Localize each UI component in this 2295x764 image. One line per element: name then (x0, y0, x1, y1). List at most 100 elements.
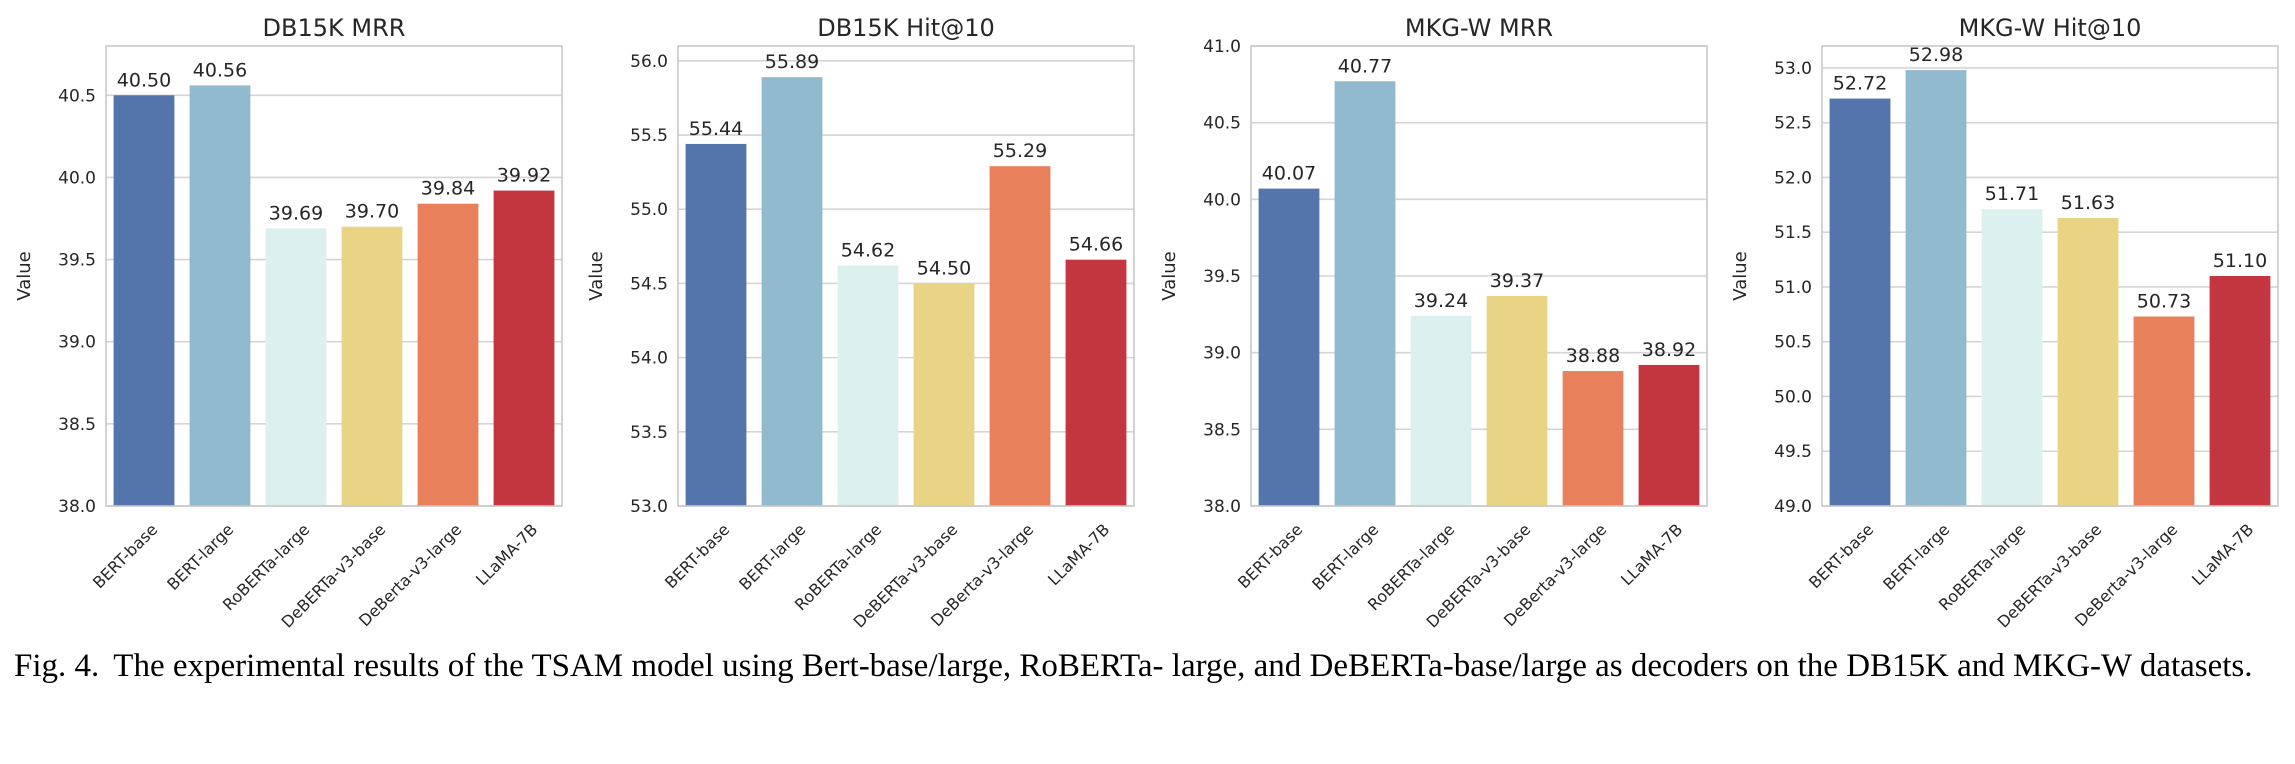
bar (913, 283, 975, 506)
plot-frame (105, 45, 563, 507)
bar-value-label: 39.92 (497, 165, 551, 187)
caption-text: The experimental results of the TSAM mod… (113, 648, 2253, 684)
bar-value-label: 54.62 (841, 240, 895, 262)
bar (1638, 364, 1700, 506)
y-tick-label: 39.5 (58, 251, 96, 271)
y-tick-label: 51.5 (1774, 223, 1812, 243)
y-tick-label: 38.5 (58, 415, 96, 435)
y-tick-label: 38.0 (1203, 497, 1241, 517)
y-axis-label: Value (1730, 251, 1751, 300)
y-tick-label: 56.0 (630, 52, 668, 72)
bar (2209, 276, 2271, 506)
chart-title: DB15K MRR (263, 14, 406, 42)
bar-value-label: 54.66 (1069, 234, 1123, 256)
bar (989, 166, 1051, 506)
chart-title: MKG-W Hit@10 (1959, 14, 2142, 42)
bar (1905, 70, 1967, 506)
chart-title: DB15K Hit@10 (817, 14, 995, 42)
figure-caption: Fig. 4. The experimental results of the T… (14, 648, 2282, 685)
bar-value-label: 55.44 (689, 118, 743, 140)
bar (1065, 259, 1127, 506)
y-axis-label: Value (586, 251, 607, 300)
chart-panel-1: 38.0 38.5 39.0 39.5 40.0 40.5 40.50 BERT-base 40… (14, 14, 563, 632)
bar-value-label: 40.07 (1262, 163, 1316, 185)
bar (1334, 81, 1396, 507)
bar (341, 226, 403, 506)
bar-value-label: 38.92 (1642, 339, 1696, 361)
y-tick-label: 51.0 (1774, 278, 1812, 298)
bar-value-label: 39.37 (1490, 270, 1544, 292)
bar (837, 265, 899, 506)
bar-value-label: 55.89 (765, 51, 819, 73)
plot-frame (1821, 45, 2279, 507)
bar-value-label: 52.98 (1909, 44, 1963, 66)
y-axis-label: Value (14, 251, 35, 300)
bar-value-label: 51.71 (1985, 183, 2039, 205)
bar-value-label: 51.10 (2213, 250, 2267, 272)
bar (1981, 209, 2043, 506)
bar-value-label: 40.50 (117, 69, 171, 91)
bar (685, 143, 747, 506)
bar (2057, 217, 2119, 506)
bar-value-label: 39.84 (421, 178, 475, 200)
bar-value-label: 40.77 (1338, 55, 1392, 77)
y-tick-label: 39.0 (1203, 344, 1241, 364)
charts-figure: 38.0 38.5 39.0 39.5 40.0 40.5 40.50 BERT-base 40… (14, 14, 2279, 632)
x-tick-label: BERT-large (735, 520, 809, 594)
bar-value-label: 39.70 (345, 201, 399, 223)
bar-value-label: 39.24 (1414, 290, 1468, 312)
bar (417, 203, 479, 506)
bar (1258, 188, 1320, 506)
y-tick-label: 52.5 (1774, 114, 1812, 134)
x-tick-label: BERT-large (163, 520, 237, 594)
x-tick-label: LLaMA-7B (2188, 520, 2257, 589)
bar-value-label: 40.56 (193, 59, 247, 81)
bar (189, 85, 251, 506)
y-tick-label: 53.0 (630, 497, 668, 517)
y-tick-label: 49.5 (1774, 442, 1812, 462)
y-tick-label: 49.0 (1774, 497, 1812, 517)
chart-panel-4: 49.0 49.5 50.0 50.5 51.0 51.5 52.0 52.5 53.0 52.7… (1730, 14, 2279, 632)
bar-value-label: 55.29 (993, 140, 1047, 162)
y-tick-label: 38.5 (1203, 420, 1241, 440)
bar (1829, 98, 1891, 507)
y-tick-label: 40.5 (58, 86, 96, 106)
caption-label: Fig. 4. (14, 648, 100, 684)
bar (1486, 295, 1548, 506)
y-tick-label: 39.0 (58, 333, 96, 353)
x-tick-label: LLaMA-7B (1044, 520, 1113, 589)
bar-value-label: 50.73 (2137, 291, 2191, 313)
x-tick-label: LLaMA-7B (1617, 520, 1686, 589)
y-tick-label: 55.5 (630, 126, 668, 146)
chart-title: MKG-W MRR (1405, 14, 1553, 42)
y-tick-label: 40.0 (58, 168, 96, 188)
bar (2133, 316, 2195, 506)
y-tick-label: 39.5 (1203, 267, 1241, 287)
y-tick-label: 38.0 (58, 497, 96, 517)
bar (113, 95, 175, 507)
y-tick-label: 50.5 (1774, 333, 1812, 353)
y-tick-label: 41.0 (1203, 37, 1241, 57)
y-tick-label: 50.0 (1774, 387, 1812, 407)
y-tick-label: 53.0 (1774, 59, 1812, 79)
chart-panel-3: 38.0 38.5 39.0 39.5 40.0 40.5 41.0 40.07 BERT-ba… (1159, 14, 1708, 632)
bar-value-label: 54.50 (917, 257, 971, 279)
y-tick-label: 54.5 (630, 274, 668, 294)
bar (265, 228, 327, 506)
bar-value-label: 39.69 (269, 202, 323, 224)
bar-value-label: 51.63 (2061, 192, 2115, 214)
y-tick-label: 55.0 (630, 200, 668, 220)
bar-value-label: 38.88 (1566, 345, 1620, 367)
y-axis-label: Value (1159, 251, 1180, 300)
x-tick-label: BERT-large (1879, 520, 1953, 594)
y-tick-label: 40.0 (1203, 190, 1241, 210)
y-tick-label: 54.0 (630, 349, 668, 369)
x-tick-label: LLaMA-7B (472, 520, 541, 589)
bar-value-label: 52.72 (1833, 73, 1887, 95)
x-tick-label: BERT-base (1234, 520, 1306, 592)
bar (493, 190, 555, 507)
bar (1410, 315, 1472, 506)
y-tick-label: 40.5 (1203, 114, 1241, 134)
bar (761, 77, 823, 507)
y-tick-label: 53.5 (630, 423, 668, 443)
